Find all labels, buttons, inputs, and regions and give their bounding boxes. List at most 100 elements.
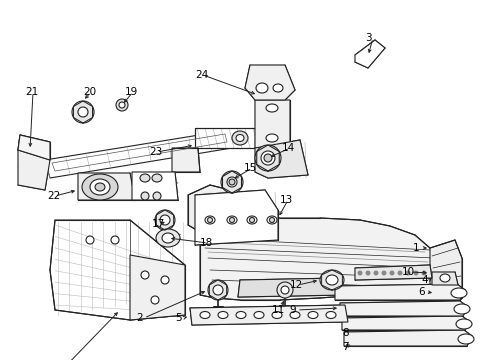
Text: 3: 3 [364,33,371,43]
Ellipse shape [204,216,215,224]
Ellipse shape [457,334,473,344]
Ellipse shape [266,216,276,224]
Ellipse shape [86,236,94,244]
Ellipse shape [246,216,257,224]
Polygon shape [334,284,464,300]
Polygon shape [187,185,235,232]
Polygon shape [254,100,289,148]
Ellipse shape [231,131,247,145]
Polygon shape [130,255,184,320]
Polygon shape [190,305,347,325]
Polygon shape [354,40,384,68]
Ellipse shape [161,276,169,284]
Ellipse shape [90,179,110,195]
Text: 19: 19 [125,87,138,97]
Ellipse shape [272,84,283,92]
Ellipse shape [156,229,180,247]
Ellipse shape [365,270,370,275]
Ellipse shape [397,270,402,275]
Text: 14: 14 [282,143,295,153]
Ellipse shape [226,216,237,224]
Polygon shape [50,220,184,320]
Text: 11: 11 [271,305,285,315]
Polygon shape [431,272,457,285]
Ellipse shape [276,282,292,298]
Ellipse shape [152,174,162,182]
Ellipse shape [213,285,223,295]
Polygon shape [200,218,439,310]
Text: 6: 6 [417,287,424,297]
Ellipse shape [357,270,362,275]
Polygon shape [339,301,467,316]
Ellipse shape [119,102,125,108]
Ellipse shape [253,311,264,319]
Text: 10: 10 [401,267,414,277]
Ellipse shape [236,311,245,319]
Polygon shape [244,65,294,100]
Polygon shape [18,150,50,190]
Text: 23: 23 [149,147,162,157]
Ellipse shape [413,270,418,275]
Polygon shape [341,316,469,330]
Polygon shape [343,330,471,346]
Ellipse shape [218,311,227,319]
Ellipse shape [153,192,161,200]
Text: 21: 21 [25,87,38,97]
Polygon shape [172,148,200,172]
Polygon shape [18,135,50,160]
Ellipse shape [155,210,175,230]
Ellipse shape [453,304,469,314]
Ellipse shape [207,217,212,222]
Text: 9: 9 [288,305,295,315]
Text: 15: 15 [244,163,257,173]
Ellipse shape [141,192,149,200]
Polygon shape [195,128,254,148]
Ellipse shape [254,145,281,171]
Ellipse shape [72,101,94,123]
Polygon shape [78,173,135,200]
Text: 17: 17 [152,219,165,229]
Ellipse shape [271,311,282,319]
Ellipse shape [450,288,466,298]
Text: 13: 13 [280,195,293,205]
Text: 4: 4 [420,275,427,285]
Text: 18: 18 [200,238,213,248]
Ellipse shape [221,171,243,193]
Ellipse shape [78,107,88,117]
Ellipse shape [264,154,271,162]
Ellipse shape [111,236,119,244]
Text: 8: 8 [341,328,348,338]
Ellipse shape [421,270,426,275]
Polygon shape [132,172,178,200]
Ellipse shape [307,311,317,319]
Ellipse shape [116,99,128,111]
Ellipse shape [439,274,449,282]
Ellipse shape [140,174,150,182]
Ellipse shape [141,271,149,279]
Ellipse shape [162,233,174,243]
Text: 24: 24 [195,70,208,80]
Ellipse shape [265,134,278,142]
Ellipse shape [95,183,105,191]
Ellipse shape [455,319,471,329]
Ellipse shape [269,217,274,222]
Ellipse shape [249,217,254,222]
Ellipse shape [207,280,227,300]
Polygon shape [429,240,461,315]
Ellipse shape [236,135,244,141]
Ellipse shape [325,311,335,319]
Ellipse shape [405,270,409,275]
Polygon shape [45,130,231,178]
Ellipse shape [261,151,274,165]
Polygon shape [254,140,307,178]
Text: 12: 12 [289,280,303,290]
Ellipse shape [160,215,170,225]
Ellipse shape [229,217,234,222]
Ellipse shape [226,177,237,187]
Ellipse shape [82,174,118,200]
Ellipse shape [289,311,299,319]
Ellipse shape [373,270,378,275]
Ellipse shape [325,275,337,285]
Text: 7: 7 [341,342,348,352]
Ellipse shape [381,270,386,275]
